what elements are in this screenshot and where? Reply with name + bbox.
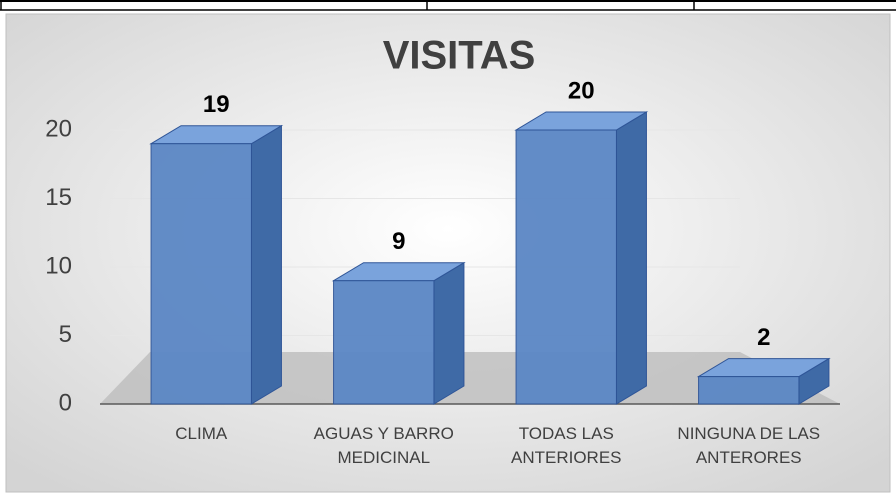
- bar-front: [515, 129, 617, 405]
- floor: [100, 352, 840, 404]
- x-tick-label: AGUAS Y BARRO MEDICINAL: [313, 424, 454, 467]
- bar-side: [615, 111, 647, 405]
- bar-side: [433, 261, 465, 405]
- x-tick-label: CLIMA: [175, 424, 228, 443]
- x-tick-label: NINGUNA DE LAS ANTERORES: [677, 424, 821, 467]
- chart-area: [5, 13, 891, 493]
- value-label: 19: [203, 91, 230, 118]
- value-label: 2: [757, 324, 770, 351]
- x-tick-label: TODAS LAS ANTERIORES: [510, 424, 622, 467]
- value-label: 9: [392, 228, 405, 255]
- bar: [696, 357, 831, 405]
- y-tick-label: 20: [45, 115, 72, 142]
- table-border: [0, 0, 896, 11]
- bar-front: [333, 280, 435, 405]
- value-label: 20: [568, 77, 595, 104]
- bar-front: [698, 376, 800, 405]
- bar: [331, 261, 466, 405]
- chart-title: VISITAS: [383, 34, 536, 78]
- y-tick-label: 10: [45, 252, 72, 279]
- bar-front: [150, 143, 252, 405]
- y-tick-label: 5: [59, 321, 72, 348]
- bar-side: [250, 124, 282, 405]
- y-tick-label: 15: [45, 184, 72, 211]
- bar: [149, 124, 284, 405]
- bar: [514, 111, 649, 405]
- y-tick-label: 0: [59, 389, 72, 416]
